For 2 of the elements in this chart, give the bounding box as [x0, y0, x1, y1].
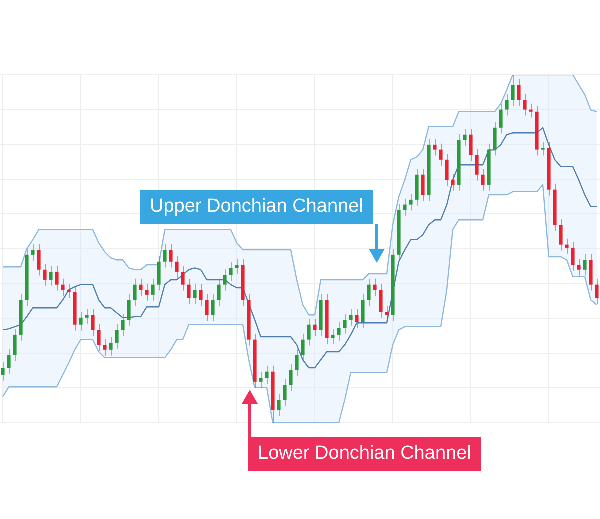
series-label: Upper Donchian Channel: [140, 190, 374, 224]
series-label: Lower Donchian Channel: [248, 437, 482, 471]
